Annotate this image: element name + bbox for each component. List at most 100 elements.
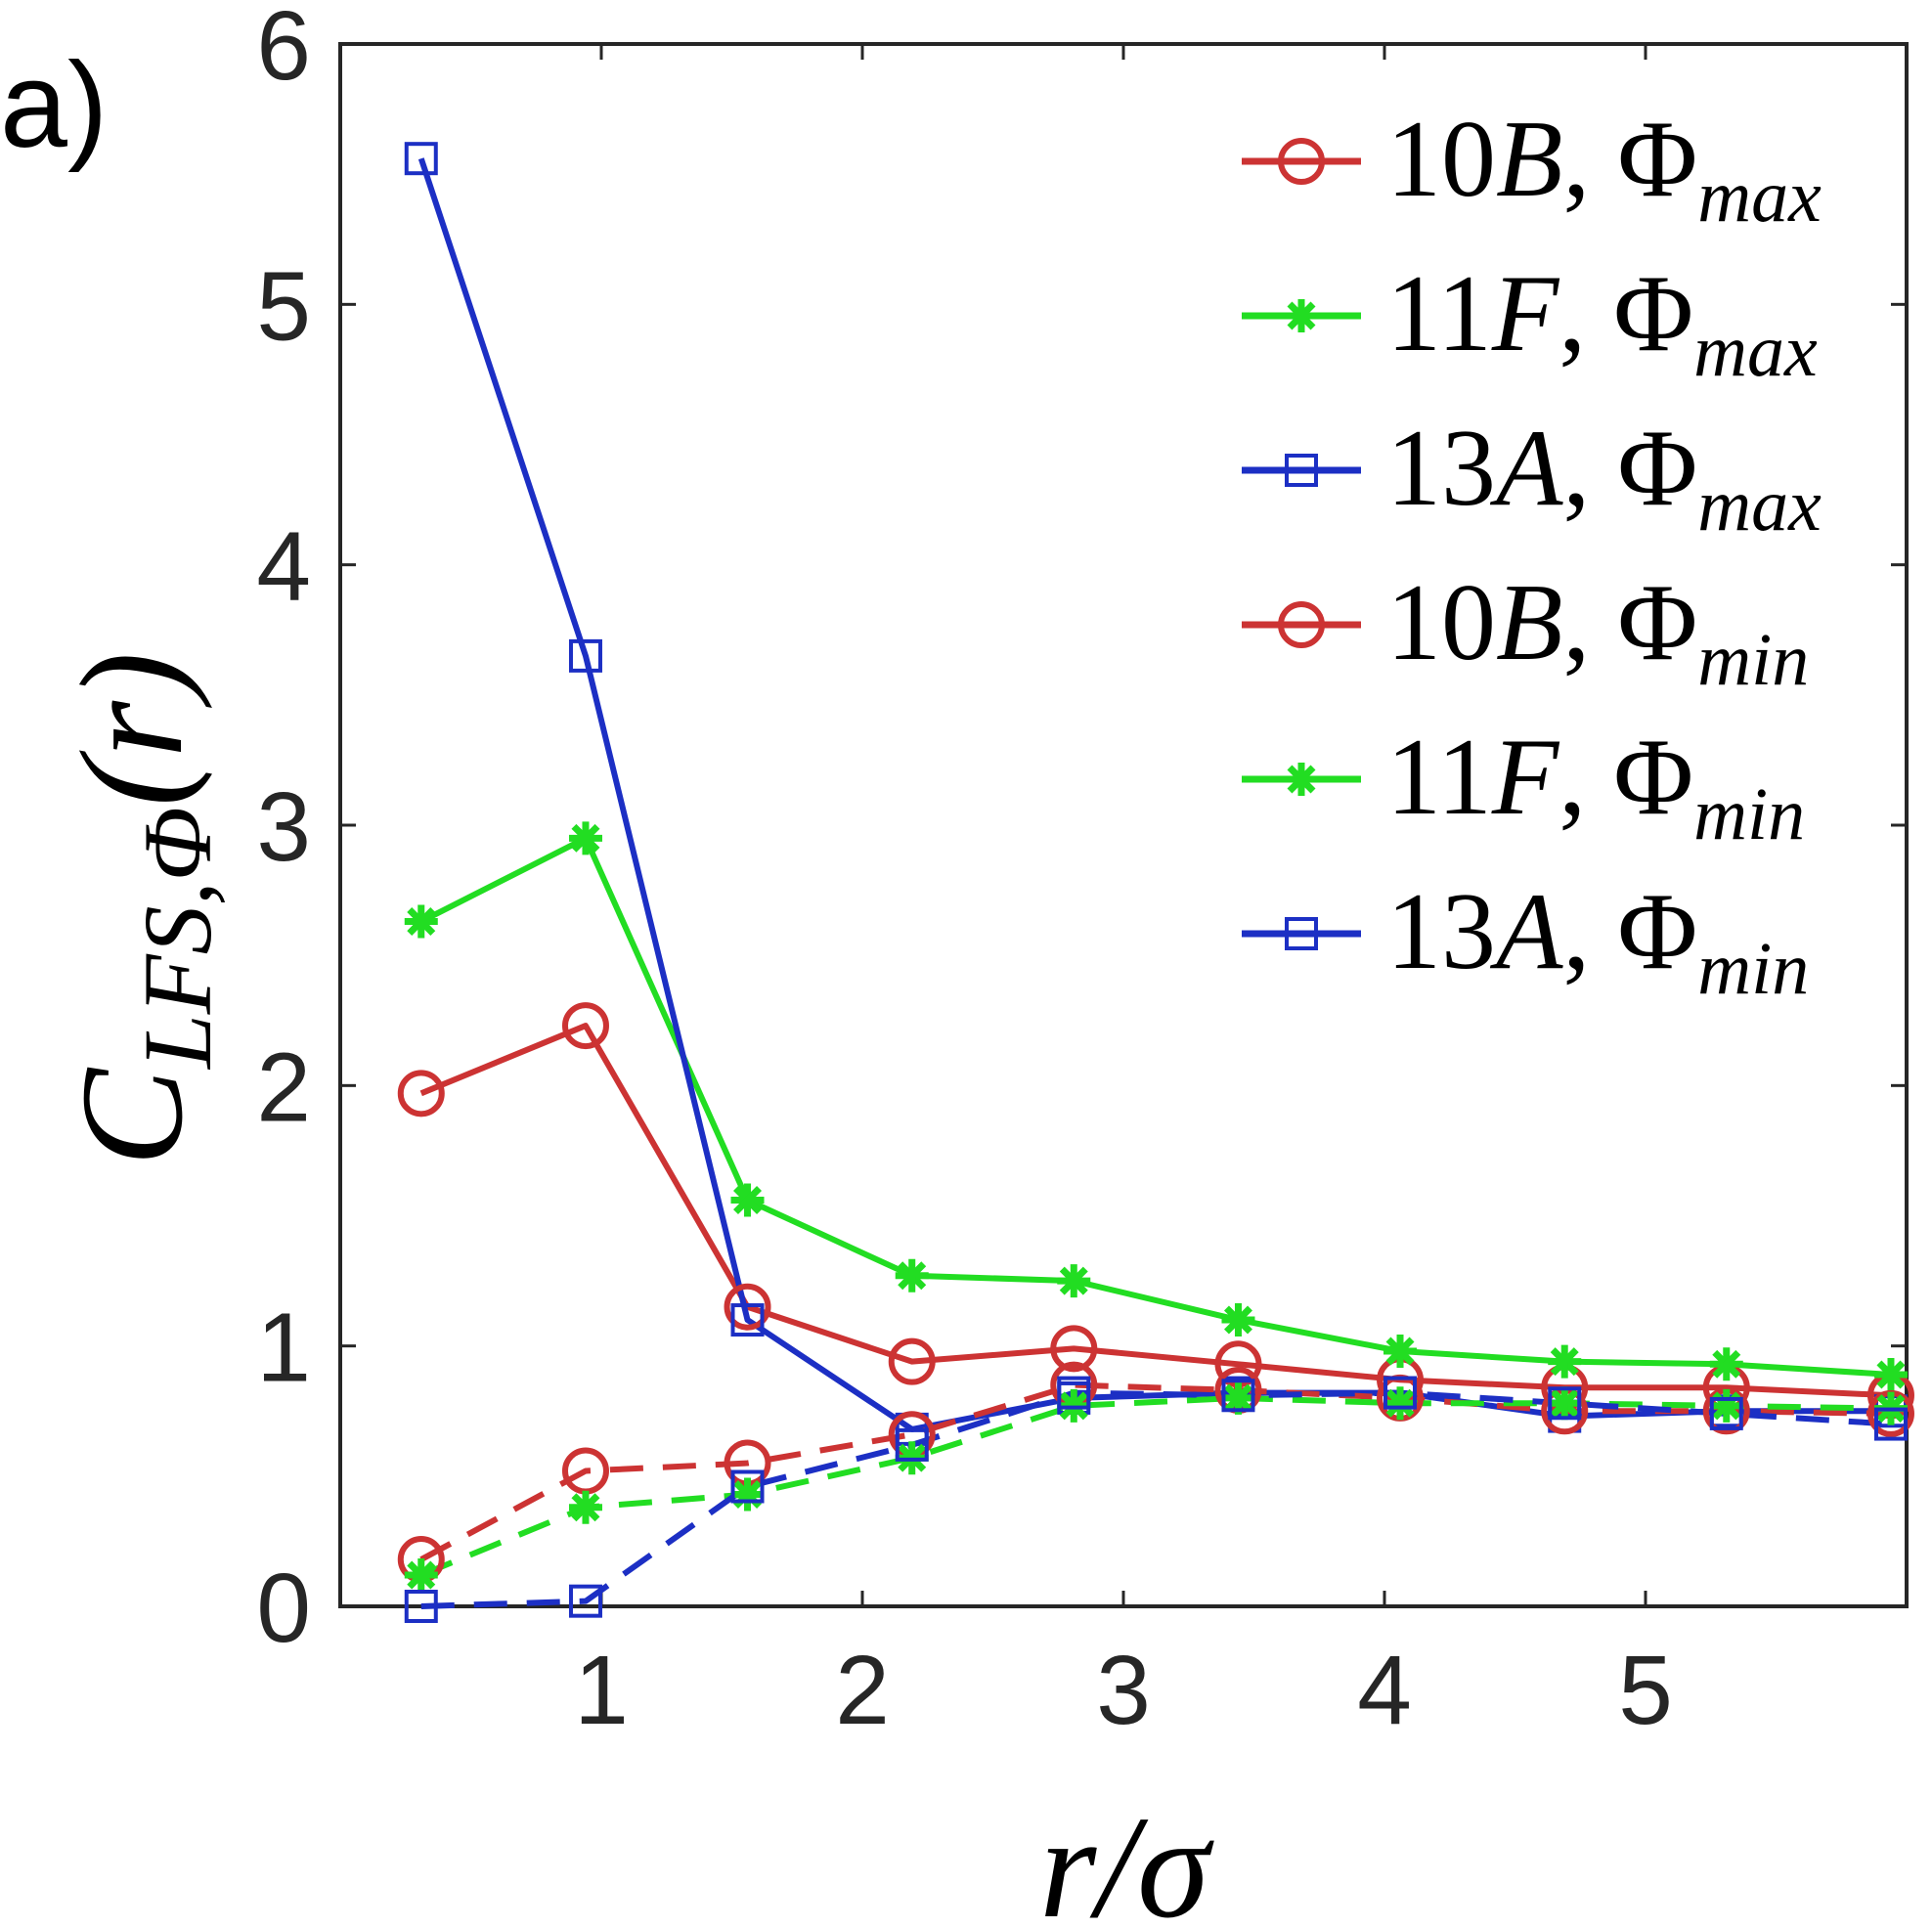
legend-label-10b-max: 10B, Φmax [1386,99,1822,238]
legend-label-sub: max [1693,310,1818,392]
series-markers [397,142,1914,1623]
data-point-11f-max [730,1183,765,1217]
data-point-13a-max [404,142,438,176]
data-point-11f-max [1221,1303,1255,1337]
asterisk-stroke [571,823,600,853]
data-point-11f-max [1548,1344,1582,1379]
asterisk-stroke [571,1493,600,1522]
legend-marker-10b-min [1278,601,1325,648]
asterisk-stroke [1385,1336,1415,1366]
data-point-13a-min [568,1584,602,1618]
data-point-13a-min [404,1590,438,1623]
legend-label-letter: F [1491,253,1560,374]
series-line-13a-max [417,157,1891,1432]
data-point-13a-min [1221,1379,1255,1413]
asterisk-stroke [1223,1305,1252,1335]
data-point-13a-max [730,1303,765,1337]
legend-label-letter: F [1491,717,1560,838]
data-point-11f-max [1709,1347,1743,1381]
legend-marker-11f-max [1285,299,1318,332]
legend-label-letter: A [1489,871,1563,992]
asterisk-stroke [1550,1388,1579,1418]
legend-label-11f-max: 11F, Φmax [1386,253,1818,392]
legend-marker-10b-max [1278,138,1325,185]
legend-label-num: 13 [1386,871,1496,992]
x-tick-label: 5 [1618,1636,1673,1745]
data-point-10b-max [561,1002,609,1050]
data-point-11f-min [1709,1388,1743,1423]
x-tick-label: 4 [1357,1636,1412,1745]
x-tick-label: 2 [835,1636,890,1745]
y-axis-title-tail: (r) [51,652,213,807]
asterisk-stroke [407,907,436,937]
asterisk-stroke [733,1186,763,1215]
asterisk-stroke [1059,1266,1088,1295]
data-point-10b-max [888,1337,936,1385]
data-point-11f-min [404,1558,438,1593]
asterisk-stroke [1223,1383,1252,1413]
data-point-11f-min [568,1490,602,1524]
legend-label-sub: max [1697,155,1822,238]
legend-label-phi: , Φ [1562,871,1697,992]
asterisk-stroke [1385,1388,1415,1418]
legend-label-10b-min: 10B, Φmin [1386,562,1809,701]
legend-label-sub: min [1697,619,1809,701]
legend-label-sub: min [1693,773,1805,855]
data-point-11f-max [404,904,438,939]
legend-label-letter: B [1496,562,1562,683]
legend-label-phi: , Φ [1562,99,1697,220]
legend-label-phi: , Φ [1562,408,1697,529]
data-point-11f-min [1548,1386,1582,1421]
data-point-11f-max [895,1258,929,1293]
legend-label-sub: max [1697,464,1822,547]
legend-label-phi: , Φ [1559,717,1693,838]
legend-label-phi: , Φ [1562,562,1697,683]
y-tick-label: 0 [256,1554,311,1663]
legend-label-num: 10 [1386,562,1496,683]
x-tick-label: 3 [1096,1636,1151,1745]
data-point-11f-min [730,1477,765,1512]
series-line-11f-min [419,1394,1892,1578]
data-point-13a-min [1873,1407,1908,1441]
y-tick-label: 5 [256,251,311,361]
data-point-11f-max [1057,1264,1091,1298]
data-point-13a-min [730,1469,765,1504]
legend-label-11f-min: 11F, Φmin [1386,717,1805,855]
asterisk-stroke [407,1560,436,1590]
data-point-13a-min [1548,1386,1582,1421]
y-axis-title-main: C [51,1067,213,1166]
panel-label: a) [0,38,108,173]
legend-label-phi: , Φ [1559,253,1693,374]
legend-marker-13a-min [1285,917,1318,950]
data-point-13a-min [1383,1376,1418,1410]
y-tick-label: 1 [256,1293,311,1403]
legend-marker-13a-max [1285,454,1318,487]
legend-label-num: 10 [1386,99,1496,220]
legend-label-13a-max: 13A, Φmax [1386,408,1822,547]
legend-label-num: 11 [1386,717,1492,838]
data-point-11f-max [568,821,602,855]
asterisk-stroke [1876,1360,1906,1389]
x-axis-title: r/σ [1039,1786,1214,1928]
series-line-11f-max [419,835,1892,1378]
data-point-11f-max [1873,1357,1908,1391]
legend-label-num: 11 [1386,253,1492,374]
asterisk-stroke [1287,765,1316,794]
asterisk-stroke [898,1261,927,1291]
data-point-10b-max [1050,1325,1098,1373]
y-tick-label: 6 [256,0,311,101]
data-point-13a-max [568,638,602,673]
asterisk-stroke [1287,301,1316,330]
y-tick-label: 3 [256,772,311,882]
series-line-10b-min [419,1381,1892,1562]
tick-labels: 1 2 3 4 5 0 1 2 3 4 5 6 [256,0,1672,1745]
data-point-13a-min [1057,1376,1091,1410]
legend-label-letter: B [1496,99,1562,220]
y-tick-label: 2 [256,1032,311,1142]
y-axis-title: CLFS,Φ(r) [51,652,232,1166]
asterisk-stroke [1550,1347,1579,1377]
y-tick-label: 4 [256,512,311,622]
series-lines [417,157,1892,1609]
data-point-10b-max [397,1070,445,1117]
data-point-13a-min [1709,1396,1743,1430]
